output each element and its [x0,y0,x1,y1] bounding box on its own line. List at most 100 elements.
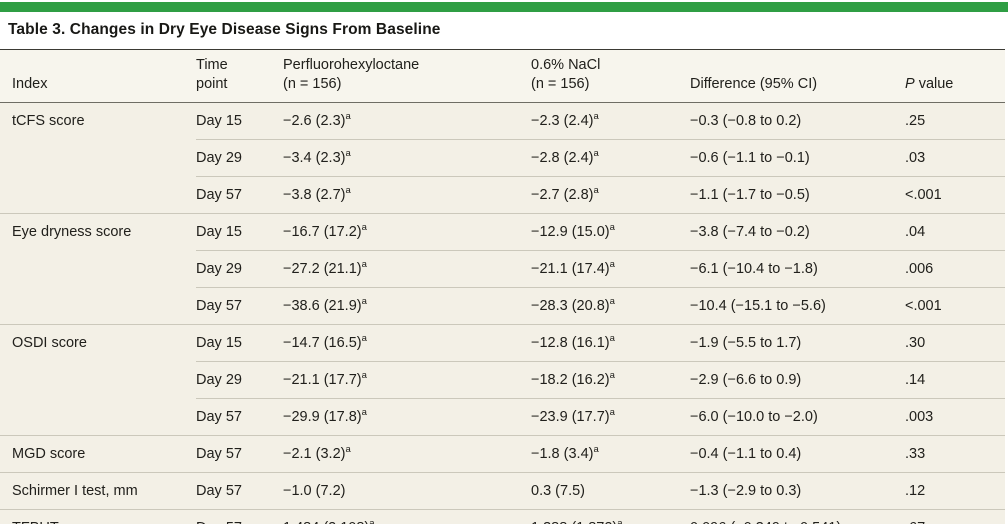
cell-nacl: −23.9 (17.7)a [531,398,690,436]
cell-time-point: Day 57 [196,509,283,524]
cell-difference: −0.6 (−1.1 to −0.1) [690,139,905,177]
footnote-marker: a [345,111,351,123]
table-row: OSDI score Day 15 −14.7 (16.5)a −12.8 (16.1… [0,324,1005,436]
cell-difference: −3.8 (−7.4 to −0.2) [690,213,905,251]
footnote-marker: a [609,333,615,345]
footnote-marker: a [609,222,615,234]
footnote-marker: a [593,444,599,456]
footnote-marker: a [593,148,599,160]
cell-perfluorohexyloctane: −1.0 (7.2) [283,472,531,510]
cell-p-value: <.001 [905,176,1005,214]
table-row: Eye dryness score Day 15 −16.7 (17.2)a −12.… [0,213,1005,325]
footnote-marker: a [369,518,375,524]
cell-time-point: Day 15 [196,102,283,140]
table-accent-bar [0,2,1008,12]
header-index: Index [0,49,196,103]
cell-nacl: 0.3 (7.5) [531,472,690,510]
cell-time-point: Day 57 [196,435,283,473]
cell-nacl: −12.8 (16.1)a [531,324,690,362]
header-nacl: 0.6% NaCl (n = 156) [531,49,690,103]
cell-nacl: −2.7 (2.8)a [531,176,690,214]
table-row: TFBUT, sDay 571.484 (2.108)a1.388 (1.872… [0,509,1005,524]
cell-nacl: −1.8 (3.4)a [531,435,690,473]
cell-difference: −1.9 (−5.5 to 1.7) [690,324,905,362]
cell-perfluorohexyloctane: −14.7 (16.5)a [283,324,531,362]
cell-p-value: .30 [905,324,1005,362]
footnote-marker: a [361,370,367,382]
cell-difference: −1.3 (−2.9 to 0.3) [690,472,905,510]
cell-perfluorohexyloctane: −38.6 (21.9)a [283,287,531,325]
cell-perfluorohexyloctane: −2.6 (2.3)a [283,102,531,140]
footnote-marker: a [345,148,351,160]
cell-time-point: Day 29 [196,139,283,177]
header-p-value: P value [905,49,1005,103]
cell-time-point: Day 57 [196,472,283,510]
cell-time-point: Day 57 [196,287,283,325]
table-row: MGD score Day 57 −2.1 (3.2)a −1.8 (3.4)a −0.… [0,435,1005,473]
cell-p-value: .33 [905,435,1005,473]
header-perfluorohexyloctane: Perfluorohexyloctane (n = 156) [283,49,531,103]
cell-difference: −0.3 (−0.8 to 0.2) [690,102,905,140]
cell-p-value: .14 [905,361,1005,399]
cell-index: MGD score [0,435,196,473]
footnote-marker: a [609,259,615,271]
cell-time-point: Day 29 [196,361,283,399]
cell-perfluorohexyloctane: 1.484 (2.108)a [283,509,531,524]
header-row: Index Time point Perfluorohexyloctane (n =… [0,49,1005,103]
table-row: Day 57 −38.6 (21.9)a −28.3 (20.8)a −10.4 (−… [0,287,1005,325]
cell-p-value: .03 [905,139,1005,177]
footnote-marker: a [361,222,367,234]
footnote-marker: a [361,333,367,345]
footnote-marker: a [361,259,367,271]
cell-perfluorohexyloctane: −2.1 (3.2)a [283,435,531,473]
cell-nacl: −2.8 (2.4)a [531,139,690,177]
footnote-marker: a [593,111,599,123]
table-row: Day 29 −21.1 (17.7)a −18.2 (16.2)a −2.9 (−6… [0,361,1005,399]
cell-index: TFBUT, s [0,509,196,524]
cell-perfluorohexyloctane: −16.7 (17.2)a [283,213,531,251]
cell-time-point: Day 15 [196,213,283,251]
cell-p-value: <.001 [905,287,1005,325]
cell-index: Eye dryness score [0,213,196,325]
cell-time-point: Day 57 [196,176,283,214]
table-row: Day 29 −3.4 (2.3)a −2.8 (2.4)a −0.6 (−1.1 t… [0,139,1005,177]
footnote-marker: a [345,185,351,197]
cell-nacl: 1.388 (1.872)a [531,509,690,524]
cell-p-value: .67 [905,509,1005,524]
cell-p-value: .04 [905,213,1005,251]
cell-difference: 0.096 (−0.349 to 0.541) [690,509,905,524]
cell-difference: −2.9 (−6.6 to 0.9) [690,361,905,399]
cell-nacl: −21.1 (17.4)a [531,250,690,288]
footnote-marker: a [361,407,367,419]
cell-difference: −6.0 (−10.0 to −2.0) [690,398,905,436]
header-difference: Difference (95% CI) [690,49,905,103]
cell-index: Schirmer I test, mm [0,472,196,510]
footnote-marker: a [345,444,351,456]
cell-time-point: Day 15 [196,324,283,362]
cell-nacl: −2.3 (2.4)a [531,102,690,140]
table-row: Schirmer I test, mm Day 57 −1.0 (7.2) 0.3 (… [0,472,1005,510]
cell-perfluorohexyloctane: −21.1 (17.7)a [283,361,531,399]
header-time-line1: Time [196,57,228,73]
header-time-point: Time point [196,49,283,103]
cell-nacl: −18.2 (16.2)a [531,361,690,399]
cell-time-point: Day 57 [196,398,283,436]
footnote-marker: a [361,296,367,308]
cell-difference: −10.4 (−15.1 to −5.6) [690,287,905,325]
header-nacl-line2: (n = 156) [531,76,590,92]
table-row: Day 57 −3.8 (2.7)a −2.7 (2.8)a −1.1 (−1.7 t… [0,176,1005,214]
cell-nacl: −12.9 (15.0)a [531,213,690,251]
cell-time-point: Day 29 [196,250,283,288]
footnote-marker: a [609,370,615,382]
table-row: tCFS score Day 15 −2.6 (2.3)a −2.3 (2.4)a −0… [0,102,1005,214]
table-row: Day 29 −27.2 (21.1)a −21.1 (17.4)a −6.1 (−1… [0,250,1005,288]
footnote-marker: a [593,185,599,197]
cell-difference: −0.4 (−1.1 to 0.4) [690,435,905,473]
table-body: tCFS score Day 15 −2.6 (2.3)a −2.3 (2.4)a −0… [0,102,1005,524]
header-drug-line1: Perfluorohexyloctane [283,57,420,73]
header-drug-line2: (n = 156) [283,76,342,92]
table-header: Index Time point Perfluorohexyloctane (n =… [0,49,1005,103]
table-row: Day 57 −29.9 (17.8)a −23.9 (17.7)a −6.0 (−1… [0,398,1005,436]
cell-difference: −6.1 (−10.4 to −1.8) [690,250,905,288]
